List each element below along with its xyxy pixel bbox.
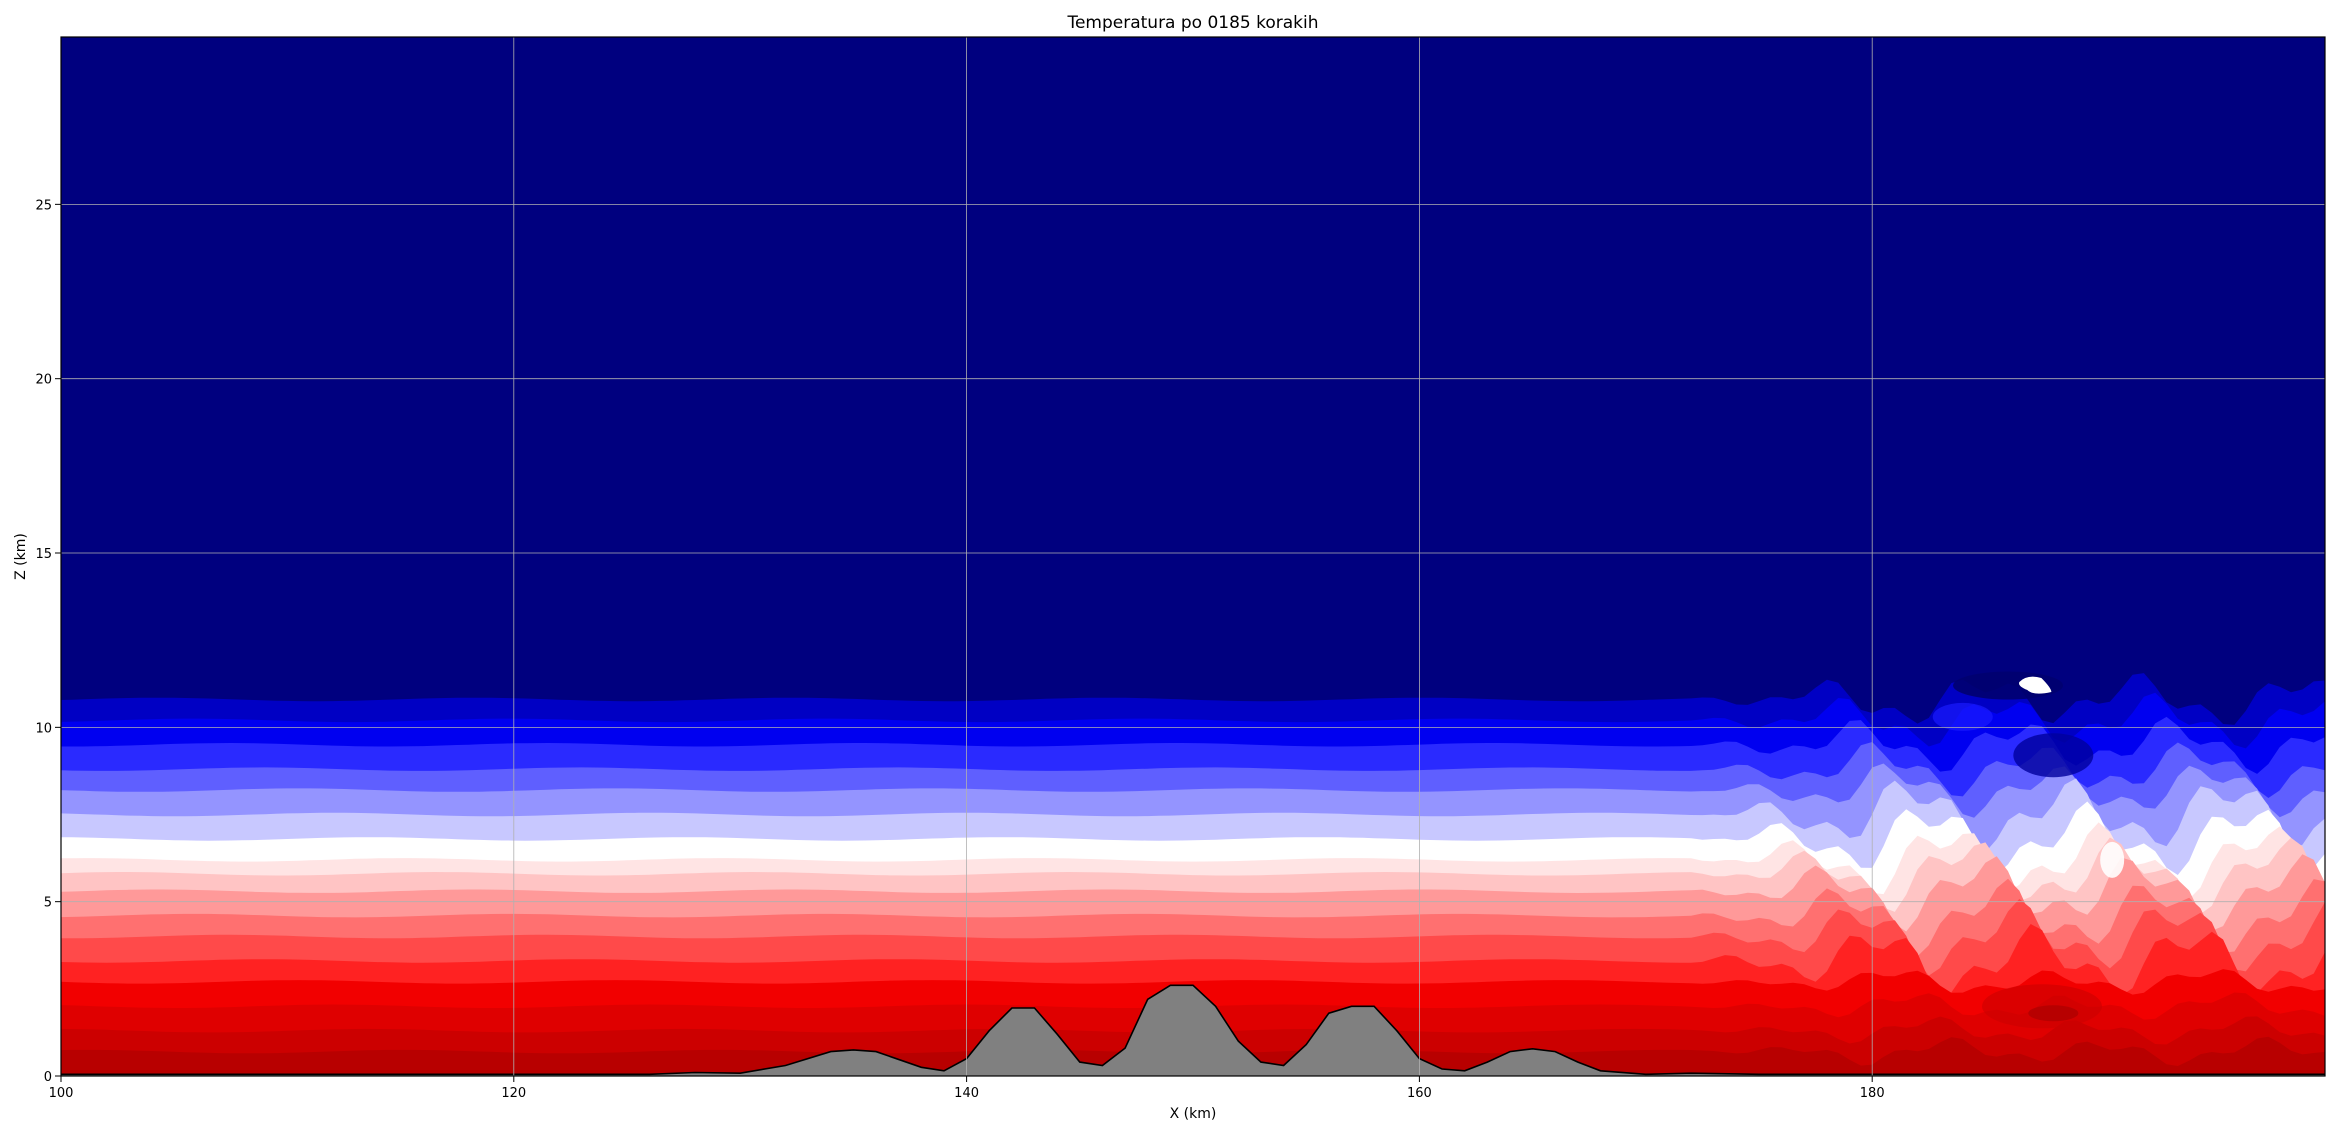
x-axis-label: X (km) <box>1170 1106 1217 1122</box>
y-axis-ticks: 0 5 10 15 20 25 <box>35 198 61 1085</box>
y-tick-label: 20 <box>35 373 52 388</box>
y-tick-label: 15 <box>35 547 52 562</box>
x-tick-label: 100 <box>49 1086 74 1101</box>
y-tick-label: 5 <box>44 896 52 911</box>
blue-anomaly <box>1932 702 1993 731</box>
white-anomaly <box>2019 676 2052 694</box>
x-axis-ticks: 100 120 140 160 180 <box>49 1076 1885 1101</box>
terrain-outline <box>61 984 2325 1076</box>
y-tick-label: 0 <box>44 1070 52 1085</box>
plot-area <box>61 37 2325 1076</box>
plot-frame <box>60 36 2326 1077</box>
dark-anomaly <box>2013 733 2094 778</box>
contour-bands <box>61 37 2325 1076</box>
y-axis-label: Z (km) <box>13 533 29 580</box>
x-tick-label: 120 <box>501 1086 526 1101</box>
y-tick-label: 10 <box>35 721 52 736</box>
chart-title: Temperatura po 0185 korakih <box>1066 13 1318 33</box>
white-anomaly <box>2100 841 2125 878</box>
warm-anomaly <box>2028 1005 2079 1022</box>
x-tick-label: 180 <box>1860 1086 1885 1101</box>
grid-lines <box>60 37 2325 1077</box>
x-tick-label: 160 <box>1407 1086 1432 1101</box>
y-tick-label: 25 <box>35 198 52 213</box>
x-tick-label: 140 <box>954 1086 979 1101</box>
terrain-layer <box>61 984 2325 1076</box>
convective-anomalies <box>1932 671 2125 1029</box>
terrain-fill <box>61 985 2325 1076</box>
